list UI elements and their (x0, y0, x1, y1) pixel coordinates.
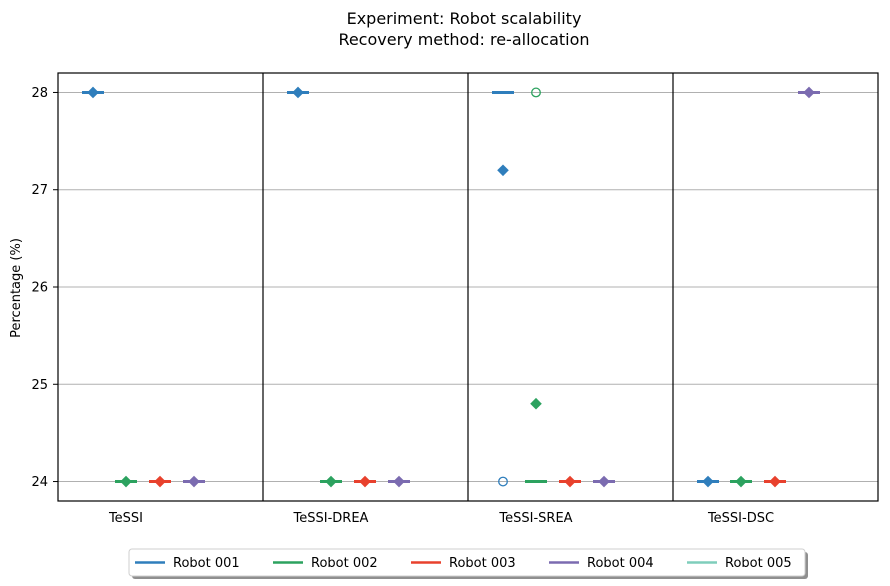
y-tick-label: 28 (31, 86, 48, 101)
x-category-label: TeSSI-SREA (498, 511, 572, 526)
legend-label: Robot 001 (173, 556, 240, 571)
x-category-label: TeSSI-DREA (293, 511, 369, 526)
mean-marker (292, 86, 304, 99)
chart-subtitle: Recovery method: re-allocation (338, 30, 589, 49)
mean-marker (598, 475, 610, 488)
plot-frame (57, 72, 879, 502)
mean-marker (359, 475, 371, 488)
y-axis-label: Percentage (%) (9, 238, 24, 338)
mean-marker (530, 397, 542, 410)
mean-marker (325, 475, 337, 488)
mean-marker (769, 475, 781, 488)
mean-marker (154, 475, 166, 488)
mean-marker (803, 86, 815, 99)
x-category-label: TeSSI-DSC (707, 511, 774, 526)
y-tick-label: 27 (31, 183, 48, 198)
legend-label: Robot 003 (449, 556, 516, 571)
mean-marker (497, 164, 509, 177)
mean-marker (188, 475, 200, 488)
legend-box (128, 548, 806, 577)
mean-marker (735, 475, 747, 488)
mean-marker (393, 475, 405, 488)
outlier-marker (531, 87, 541, 98)
data-marks (82, 86, 820, 488)
y-tick-label: 24 (31, 475, 48, 490)
mean-marker (564, 475, 576, 488)
outlier-marker (498, 476, 508, 487)
axes: 24 25 26 27 28 TeSSI TeSSI-DREA TeSSI-SREA TeSSI… (31, 72, 879, 526)
mean-marker (87, 86, 99, 99)
x-category-label: TeSSI (108, 511, 143, 526)
legend-label: Robot 005 (725, 556, 792, 571)
mean-marker (120, 475, 132, 488)
legend-label: Robot 004 (587, 556, 654, 571)
legend-label: Robot 002 (311, 556, 378, 571)
mean-marker (702, 475, 714, 488)
y-tick-label: 25 (31, 378, 48, 393)
legend[interactable]: Robot 001 Robot 002 Robot 003 Robot 004 Robo… (128, 548, 808, 579)
y-tick-label: 26 (31, 281, 48, 296)
chart-title: Experiment: Robot scalability (347, 9, 582, 28)
